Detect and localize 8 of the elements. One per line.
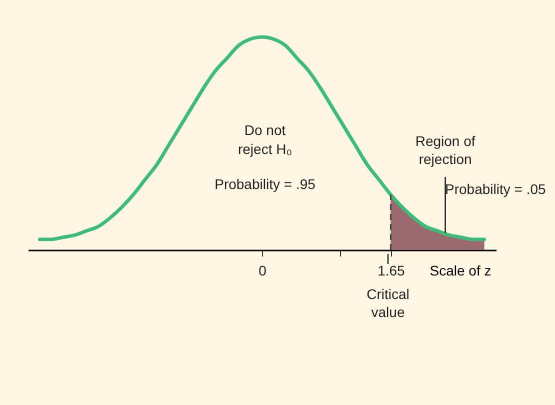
- annotation: Probability = .05: [445, 181, 546, 197]
- x-tick-label: 1.65: [378, 262, 406, 278]
- x-tick-label: 0: [258, 262, 267, 278]
- text: Critical value: [366, 286, 410, 320]
- annotation: Probability = .95: [214, 176, 316, 192]
- annotation: Do not reject H₀: [238, 122, 292, 157]
- x-axis-title: Scale of z: [430, 262, 492, 278]
- annotation: Region of rejection: [415, 133, 476, 167]
